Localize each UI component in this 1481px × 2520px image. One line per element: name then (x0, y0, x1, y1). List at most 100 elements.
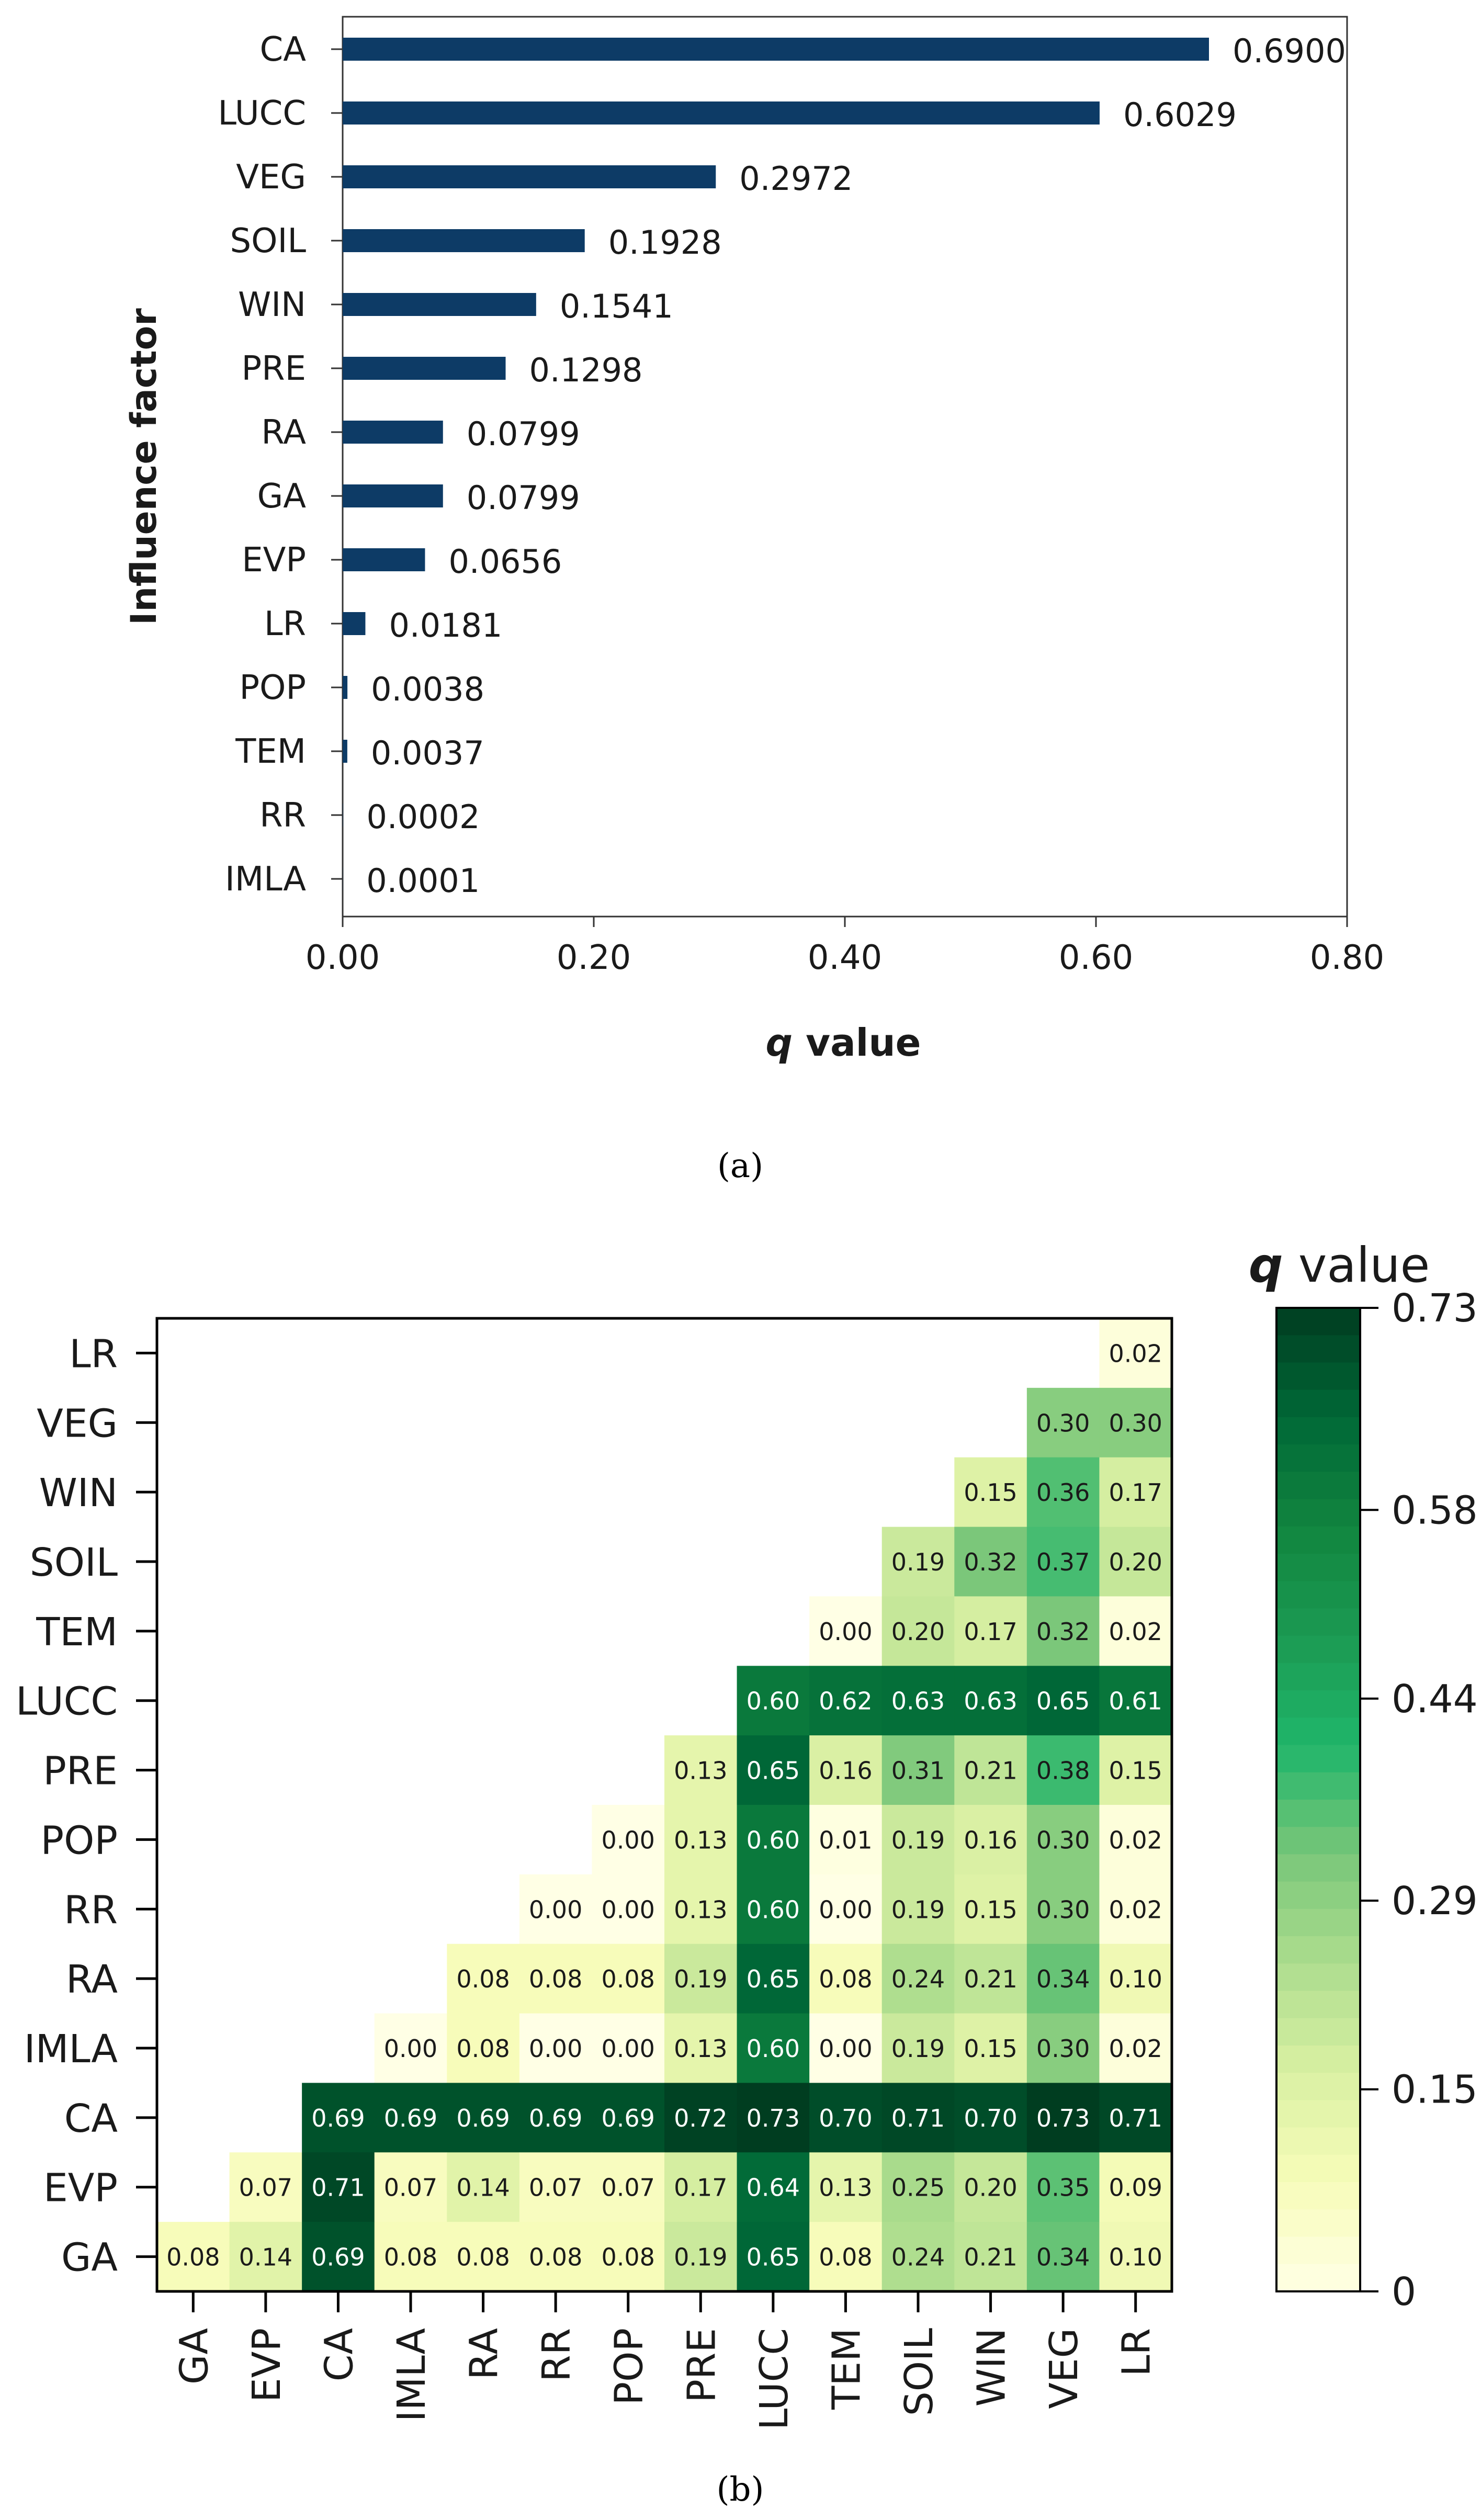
cell-value: 0.73 (1036, 2104, 1090, 2132)
x-category-label: POP (607, 2328, 652, 2405)
heatmap-cell (374, 2222, 447, 2292)
cell-value: 0.20 (1109, 1548, 1162, 1576)
x-category-label: WIN (969, 2328, 1014, 2406)
cell-value: 0.64 (747, 2174, 800, 2202)
value-label: 0.0038 (371, 670, 484, 708)
cell-value: 0.20 (891, 1618, 945, 1646)
cell-value: 0.00 (819, 1618, 872, 1646)
cell-value: 0.65 (747, 1757, 800, 1785)
cell-value: 0.69 (311, 2104, 365, 2132)
colorbar-segment (1276, 1417, 1360, 1445)
colorbar-segment (1276, 1581, 1360, 1609)
category-label: RR (259, 796, 306, 835)
colorbar-segment (1276, 1991, 1360, 2019)
x-category-label: TEM (824, 2328, 869, 2410)
cell-value: 0.08 (166, 2243, 220, 2272)
colorbar-segment (1276, 2127, 1360, 2155)
heatmap-cell (809, 1596, 883, 1666)
bar-evp (343, 548, 425, 571)
cell-value: 0.71 (1109, 2104, 1162, 2132)
heatmap-cell (374, 2013, 447, 2084)
heatmap-cell (1099, 1387, 1172, 1458)
panel-a-caption: (a) (717, 1147, 763, 1185)
bar-ra (343, 421, 443, 444)
colorbar-segment (1276, 1881, 1360, 1909)
heatmap-cell (519, 2083, 593, 2153)
cell-value: 0.62 (819, 1687, 872, 1715)
cell-value: 0.65 (747, 2243, 800, 2272)
x-category-label: EVP (244, 2328, 289, 2402)
x-category-label: RR (534, 2328, 579, 2382)
heatmap-cell (809, 1666, 883, 1736)
cell-value: 0.30 (1036, 1895, 1090, 1924)
colorbar-segment (1276, 2018, 1360, 2046)
cell-value: 0.00 (602, 1895, 655, 1924)
heatmap-cell (374, 2083, 447, 2153)
cell-value: 0.13 (674, 1826, 727, 1854)
colorbar-segment (1276, 1635, 1360, 1664)
heatmap-cell (737, 2083, 810, 2153)
heatmap-cell (881, 2083, 955, 2153)
cell-value: 0.30 (1036, 2035, 1090, 2063)
x-category-label: IMLA (389, 2328, 434, 2422)
cell-value: 0.60 (747, 1895, 800, 1924)
colorbar-frame (1275, 1307, 1361, 2292)
cell-value: 0.61 (1109, 1687, 1162, 1715)
heatmap-cell (954, 1874, 1027, 1945)
heatmap-cell (664, 1874, 738, 1945)
heatmap-cell (592, 2083, 665, 2153)
heatmap-cell (809, 2152, 883, 2222)
cell-value: 0.30 (1036, 1826, 1090, 1854)
cell-value: 0.19 (674, 1965, 727, 1993)
cell-value: 0.07 (529, 2174, 582, 2202)
colorbar-tick-label: 0.73 (1392, 1286, 1478, 1331)
colorbar-segment (1276, 1745, 1360, 1773)
cell-value: 0.69 (311, 2243, 365, 2272)
cell-value: 0.08 (456, 2035, 510, 2063)
heatmap-cell (592, 1805, 665, 1875)
cell-value: 0.30 (1036, 1409, 1090, 1437)
heatmap-cell (519, 2152, 593, 2222)
colorbar-segment (1276, 1908, 1360, 1937)
x-axis-title-rest: value (793, 1021, 921, 1065)
category-label: IMLA (225, 860, 306, 899)
heatmap-cell (519, 1943, 593, 2014)
value-label: 0.1928 (608, 223, 722, 262)
cell-value: 0.00 (819, 1895, 872, 1924)
heatmap-cell (954, 1596, 1027, 1666)
heatmap-cell (881, 2013, 955, 2084)
cell-value: 0.08 (529, 1965, 582, 1993)
cell-value: 0.07 (384, 2174, 437, 2202)
category-label: RA (261, 413, 306, 452)
value-label: 0.0656 (448, 543, 562, 581)
category-label: GA (257, 477, 307, 516)
heatmap-cell (881, 1943, 955, 2014)
heatmap-cell (881, 1735, 955, 1805)
colorbar-tick-label: 0 (1392, 2269, 1416, 2314)
heatmap-cell (447, 2222, 520, 2292)
heatmap-cell (1026, 1596, 1100, 1666)
cell-value: 0.08 (819, 2243, 872, 2272)
category-label: TEM (235, 732, 306, 771)
x-tick-label: 0.20 (557, 939, 631, 977)
cell-value: 0.19 (891, 2035, 945, 2063)
cell-value: 0.21 (964, 1757, 1017, 1785)
cell-value: 0.34 (1036, 1965, 1090, 1993)
bar-soil (343, 229, 585, 252)
value-label: 0.0002 (366, 798, 480, 836)
value-label: 0.1541 (560, 287, 673, 325)
cell-value: 0.00 (602, 1826, 655, 1854)
cell-value: 0.07 (239, 2174, 292, 2202)
y-axis-title: Influence factor (123, 308, 165, 625)
heatmap-cell (954, 2152, 1027, 2222)
category-label: WIN (238, 286, 306, 324)
heatmap-cell (1026, 1666, 1100, 1736)
category-label: PRE (242, 349, 307, 388)
heatmap-cell (664, 2013, 738, 2084)
cell-value: 0.63 (964, 1687, 1017, 1715)
colorbar-segment (1276, 1554, 1360, 1582)
colorbar-title-rest: value (1283, 1237, 1430, 1293)
heatmap-cell (809, 2222, 883, 2292)
cell-value: 0.14 (239, 2243, 292, 2272)
